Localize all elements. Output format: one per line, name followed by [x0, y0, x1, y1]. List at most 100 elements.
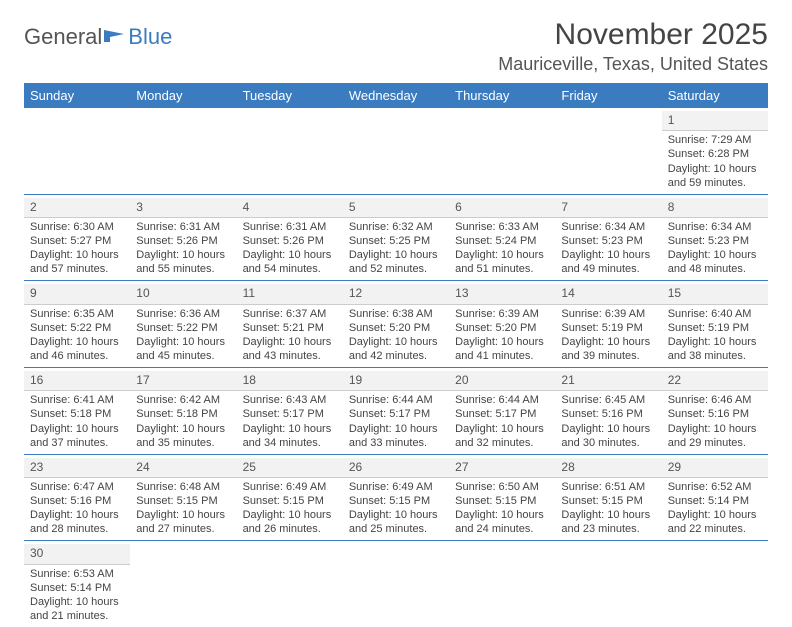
- sunset-text: Sunset: 5:23 PM: [668, 234, 762, 248]
- day-number: 2: [24, 198, 130, 218]
- calendar: Sunday Monday Tuesday Wednesday Thursday…: [24, 83, 768, 627]
- sunrise-text: Sunrise: 6:47 AM: [30, 480, 124, 494]
- sunset-text: Sunset: 5:19 PM: [561, 321, 655, 335]
- day-number: 7: [555, 198, 661, 218]
- calendar-week: 1Sunrise: 7:29 AMSunset: 6:28 PMDaylight…: [24, 108, 768, 195]
- daylight-text: Daylight: 10 hours and 57 minutes.: [30, 248, 124, 276]
- calendar-cell: 12Sunrise: 6:38 AMSunset: 5:20 PMDayligh…: [343, 281, 449, 367]
- sunset-text: Sunset: 5:18 PM: [136, 407, 230, 421]
- sunset-text: Sunset: 6:28 PM: [668, 147, 762, 161]
- sunset-text: Sunset: 5:26 PM: [243, 234, 337, 248]
- month-title: November 2025: [498, 18, 768, 52]
- day-number: 9: [24, 284, 130, 304]
- sunset-text: Sunset: 5:24 PM: [455, 234, 549, 248]
- daylight-text: Daylight: 10 hours and 52 minutes.: [349, 248, 443, 276]
- calendar-week: 30Sunrise: 6:53 AMSunset: 5:14 PMDayligh…: [24, 541, 768, 627]
- calendar-cell: 19Sunrise: 6:44 AMSunset: 5:17 PMDayligh…: [343, 368, 449, 454]
- day-number: 1: [662, 111, 768, 131]
- daylight-text: Daylight: 10 hours and 29 minutes.: [668, 422, 762, 450]
- day-number: 27: [449, 458, 555, 478]
- calendar-cell-empty: [343, 108, 449, 194]
- calendar-cell-empty: [237, 108, 343, 194]
- calendar-cell: 9 Sunrise: 6:35 AMSunset: 5:22 PMDaylight…: [24, 281, 130, 367]
- daylight-text: Daylight: 10 hours and 51 minutes.: [455, 248, 549, 276]
- weekday-header: Friday: [555, 83, 661, 108]
- sunrise-text: Sunrise: 6:53 AM: [30, 567, 124, 581]
- weekday-header: Saturday: [662, 83, 768, 108]
- calendar-cell: 7Sunrise: 6:34 AMSunset: 5:23 PMDaylight…: [555, 195, 661, 281]
- sunset-text: Sunset: 5:22 PM: [30, 321, 124, 335]
- calendar-cell: 14Sunrise: 6:39 AMSunset: 5:19 PMDayligh…: [555, 281, 661, 367]
- daylight-text: Daylight: 10 hours and 42 minutes.: [349, 335, 443, 363]
- daylight-text: Daylight: 10 hours and 45 minutes.: [136, 335, 230, 363]
- sunset-text: Sunset: 5:19 PM: [668, 321, 762, 335]
- sunset-text: Sunset: 5:21 PM: [243, 321, 337, 335]
- day-number: 28: [555, 458, 661, 478]
- sunrise-text: Sunrise: 6:30 AM: [30, 220, 124, 234]
- calendar-cell: 3Sunrise: 6:31 AMSunset: 5:26 PMDaylight…: [130, 195, 236, 281]
- calendar-cell: 28Sunrise: 6:51 AMSunset: 5:15 PMDayligh…: [555, 455, 661, 541]
- calendar-cell: 25Sunrise: 6:49 AMSunset: 5:15 PMDayligh…: [237, 455, 343, 541]
- sunrise-text: Sunrise: 6:38 AM: [349, 307, 443, 321]
- sunset-text: Sunset: 5:15 PM: [349, 494, 443, 508]
- sunset-text: Sunset: 5:16 PM: [561, 407, 655, 421]
- sunrise-text: Sunrise: 6:39 AM: [455, 307, 549, 321]
- sunrise-text: Sunrise: 6:33 AM: [455, 220, 549, 234]
- logo-text-part2: Blue: [128, 24, 172, 50]
- calendar-cell: 1Sunrise: 7:29 AMSunset: 6:28 PMDaylight…: [662, 108, 768, 194]
- day-number: 17: [130, 371, 236, 391]
- day-number: 3: [130, 198, 236, 218]
- calendar-cell-empty: [555, 108, 661, 194]
- calendar-week: 23Sunrise: 6:47 AMSunset: 5:16 PMDayligh…: [24, 455, 768, 542]
- sunrise-text: Sunrise: 6:43 AM: [243, 393, 337, 407]
- day-number: 18: [237, 371, 343, 391]
- day-number: 12: [343, 284, 449, 304]
- daylight-text: Daylight: 10 hours and 24 minutes.: [455, 508, 549, 536]
- weekday-header: Thursday: [449, 83, 555, 108]
- sunrise-text: Sunrise: 6:36 AM: [136, 307, 230, 321]
- calendar-cell-empty: [662, 541, 768, 627]
- day-number: 11: [237, 284, 343, 304]
- day-number: 14: [555, 284, 661, 304]
- calendar-cell: 29Sunrise: 6:52 AMSunset: 5:14 PMDayligh…: [662, 455, 768, 541]
- daylight-text: Daylight: 10 hours and 21 minutes.: [30, 595, 124, 623]
- calendar-cell-empty: [24, 108, 130, 194]
- calendar-cell-empty: [449, 541, 555, 627]
- calendar-cell: 21Sunrise: 6:45 AMSunset: 5:16 PMDayligh…: [555, 368, 661, 454]
- calendar-cell: 20Sunrise: 6:44 AMSunset: 5:17 PMDayligh…: [449, 368, 555, 454]
- calendar-cell: 30Sunrise: 6:53 AMSunset: 5:14 PMDayligh…: [24, 541, 130, 627]
- daylight-text: Daylight: 10 hours and 35 minutes.: [136, 422, 230, 450]
- sunrise-text: Sunrise: 6:44 AM: [455, 393, 549, 407]
- day-number: 6: [449, 198, 555, 218]
- daylight-text: Daylight: 10 hours and 27 minutes.: [136, 508, 230, 536]
- sunset-text: Sunset: 5:20 PM: [455, 321, 549, 335]
- daylight-text: Daylight: 10 hours and 33 minutes.: [349, 422, 443, 450]
- sunrise-text: Sunrise: 6:50 AM: [455, 480, 549, 494]
- flag-icon: [104, 24, 126, 50]
- day-number: 24: [130, 458, 236, 478]
- calendar-cell: 10Sunrise: 6:36 AMSunset: 5:22 PMDayligh…: [130, 281, 236, 367]
- sunrise-text: Sunrise: 6:42 AM: [136, 393, 230, 407]
- calendar-cell: 6 Sunrise: 6:33 AMSunset: 5:24 PMDaylight…: [449, 195, 555, 281]
- day-number: 23: [24, 458, 130, 478]
- sunrise-text: Sunrise: 6:49 AM: [243, 480, 337, 494]
- daylight-text: Daylight: 10 hours and 32 minutes.: [455, 422, 549, 450]
- calendar-cell: 18Sunrise: 6:43 AMSunset: 5:17 PMDayligh…: [237, 368, 343, 454]
- daylight-text: Daylight: 10 hours and 46 minutes.: [30, 335, 124, 363]
- sunrise-text: Sunrise: 6:44 AM: [349, 393, 443, 407]
- calendar-cell: 15Sunrise: 6:40 AMSunset: 5:19 PMDayligh…: [662, 281, 768, 367]
- sunrise-text: Sunrise: 6:39 AM: [561, 307, 655, 321]
- daylight-text: Daylight: 10 hours and 55 minutes.: [136, 248, 230, 276]
- calendar-cell: 4Sunrise: 6:31 AMSunset: 5:26 PMDaylight…: [237, 195, 343, 281]
- daylight-text: Daylight: 10 hours and 38 minutes.: [668, 335, 762, 363]
- day-number: 22: [662, 371, 768, 391]
- sunset-text: Sunset: 5:15 PM: [136, 494, 230, 508]
- sunrise-text: Sunrise: 6:37 AM: [243, 307, 337, 321]
- daylight-text: Daylight: 10 hours and 49 minutes.: [561, 248, 655, 276]
- sunset-text: Sunset: 5:17 PM: [349, 407, 443, 421]
- sunrise-text: Sunrise: 6:34 AM: [561, 220, 655, 234]
- logo-text-part1: General: [24, 24, 102, 50]
- sunset-text: Sunset: 5:17 PM: [243, 407, 337, 421]
- sunrise-text: Sunrise: 6:48 AM: [136, 480, 230, 494]
- sunrise-text: Sunrise: 6:35 AM: [30, 307, 124, 321]
